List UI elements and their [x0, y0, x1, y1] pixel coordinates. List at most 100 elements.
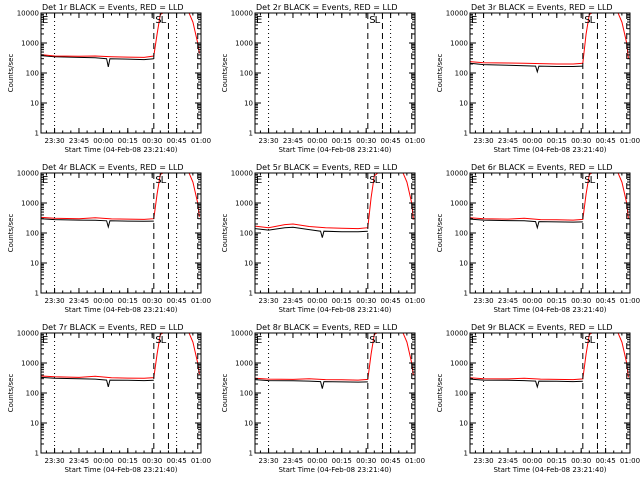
x-axis-label: Start Time (04-Feb-08 23:21:40): [493, 466, 606, 474]
x-tick-label: 23:45: [69, 457, 89, 465]
x-tick-label: 00:15: [547, 457, 567, 465]
y-axis-label: Counts/sec: [221, 214, 229, 253]
marker-label-S: S: [369, 335, 375, 346]
marker-label-L: L: [375, 175, 381, 186]
events-series-line: [41, 376, 154, 388]
x-axis-label: Start Time (04-Feb-08 23:21:40): [64, 466, 177, 474]
y-tick-label: 10000: [446, 170, 468, 178]
marker-label-S: S: [584, 335, 590, 346]
x-tick-label: 00:45: [595, 137, 615, 145]
y-tick-label: 10000: [231, 330, 253, 338]
x-tick-label: 00:15: [118, 297, 138, 305]
x-tick-label: 00:45: [166, 457, 186, 465]
y-tick-label: 1000: [450, 360, 468, 368]
marker-label-E: E: [256, 335, 262, 346]
y-tick-label: 10: [30, 100, 39, 108]
x-tick-label: 01:00: [405, 457, 425, 465]
marker-label-L: L: [375, 335, 381, 346]
y-tick-label: 100: [240, 230, 253, 238]
x-tick-label: 00:15: [118, 457, 138, 465]
x-tick-label: 23:30: [258, 297, 278, 305]
x-tick-label: 00:45: [166, 297, 186, 305]
marker-label-E: E: [471, 175, 477, 186]
x-tick-label: 23:45: [498, 457, 518, 465]
lld-series-line: [41, 173, 200, 220]
x-tick-label: 01:00: [405, 297, 425, 305]
marker-label-E: E: [256, 15, 262, 26]
y-tick-label: 1000: [450, 40, 468, 48]
x-tick-label: 00:45: [380, 297, 400, 305]
x-tick-label: 00:45: [380, 457, 400, 465]
x-tick-label: 00:15: [547, 297, 567, 305]
x-tick-label: 23:45: [69, 297, 89, 305]
x-tick-label: 23:45: [69, 137, 89, 145]
marker-label-S: S: [584, 15, 590, 26]
chart-title: Det 3r BLACK = Events, RED = LLD: [471, 3, 613, 12]
x-axis-label: Start Time (04-Feb-08 23:21:40): [64, 306, 177, 314]
x-tick-label: 00:00: [93, 457, 113, 465]
x-tick-label: 23:30: [258, 137, 278, 145]
y-tick-label: 1000: [21, 200, 39, 208]
marker-label-E: E: [42, 335, 48, 346]
x-tick-label: 00:00: [307, 457, 327, 465]
x-tick-label: 23:45: [283, 297, 303, 305]
y-tick-label: 1: [464, 450, 468, 458]
y-tick-label: 10000: [17, 10, 39, 18]
x-tick-label: 00:45: [166, 137, 186, 145]
chart-panel: 1 10 100 1000 10000 23:30 23:45 00:00 00:15 00:30…: [436, 323, 640, 474]
y-tick-label: 1: [35, 290, 39, 298]
y-axis-label: Counts/sec: [7, 214, 15, 253]
y-tick-label: 10: [459, 260, 468, 268]
events-series-line: [255, 226, 368, 238]
events-series-line: [41, 55, 154, 68]
marker-label-S: S: [155, 175, 161, 186]
y-axis-label: Counts/sec: [221, 374, 229, 413]
x-tick-label: 23:30: [44, 137, 64, 145]
lld-series-line: [470, 13, 629, 65]
y-tick-label: 1000: [21, 360, 39, 368]
x-tick-label: 00:45: [380, 137, 400, 145]
y-tick-label: 10: [30, 420, 39, 428]
y-tick-label: 10: [244, 420, 253, 428]
chart-title: Det 2r BLACK = Events, RED = LLD: [256, 3, 398, 12]
y-axis-label: Counts/sec: [7, 374, 15, 413]
chart-panel: 1 10 100 1000 10000 23:30 23:45 00:00 00:15 00:30…: [7, 163, 211, 314]
events-series-line: [470, 62, 583, 74]
x-tick-label: 00:00: [307, 297, 327, 305]
marker-label-E: E: [42, 175, 48, 186]
y-tick-label: 1: [464, 290, 468, 298]
x-tick-label: 00:15: [332, 457, 352, 465]
x-tick-label: 00:30: [142, 457, 162, 465]
x-tick-label: 01:00: [191, 137, 211, 145]
x-tick-label: 01:00: [191, 297, 211, 305]
chart-title: Det 8r BLACK = Events, RED = LLD: [256, 323, 398, 332]
chart-panel: 1 10 100 1000 10000 23:30 23:45 00:00 00:15 00:30…: [221, 163, 425, 314]
x-tick-label: 23:30: [44, 457, 64, 465]
y-tick-label: 10000: [446, 10, 468, 18]
x-tick-label: 23:45: [283, 137, 303, 145]
y-tick-label: 100: [26, 390, 39, 398]
y-axis-label: Counts/sec: [436, 374, 444, 413]
x-axis-label: Start Time (04-Feb-08 23:21:40): [493, 306, 606, 314]
x-tick-label: 00:30: [571, 137, 591, 145]
y-tick-label: 10: [30, 260, 39, 268]
x-tick-label: 00:15: [547, 137, 567, 145]
x-axis-label: Start Time (04-Feb-08 23:21:40): [278, 466, 391, 474]
y-tick-label: 10000: [17, 170, 39, 178]
x-tick-label: 00:30: [356, 137, 376, 145]
x-tick-label: 00:30: [571, 457, 591, 465]
x-tick-label: 23:45: [283, 457, 303, 465]
x-tick-label: 00:30: [142, 297, 162, 305]
x-tick-label: 00:30: [356, 457, 376, 465]
y-tick-label: 1: [249, 450, 253, 458]
marker-label-S: S: [369, 15, 375, 26]
chart-title: Det 7r BLACK = Events, RED = LLD: [42, 323, 184, 332]
x-tick-label: 00:00: [93, 297, 113, 305]
y-tick-label: 1000: [450, 200, 468, 208]
x-tick-label: 23:30: [473, 297, 493, 305]
chart-title: Det 1r BLACK = Events, RED = LLD: [42, 3, 184, 12]
y-tick-label: 1: [249, 290, 253, 298]
y-tick-label: 100: [455, 390, 468, 398]
